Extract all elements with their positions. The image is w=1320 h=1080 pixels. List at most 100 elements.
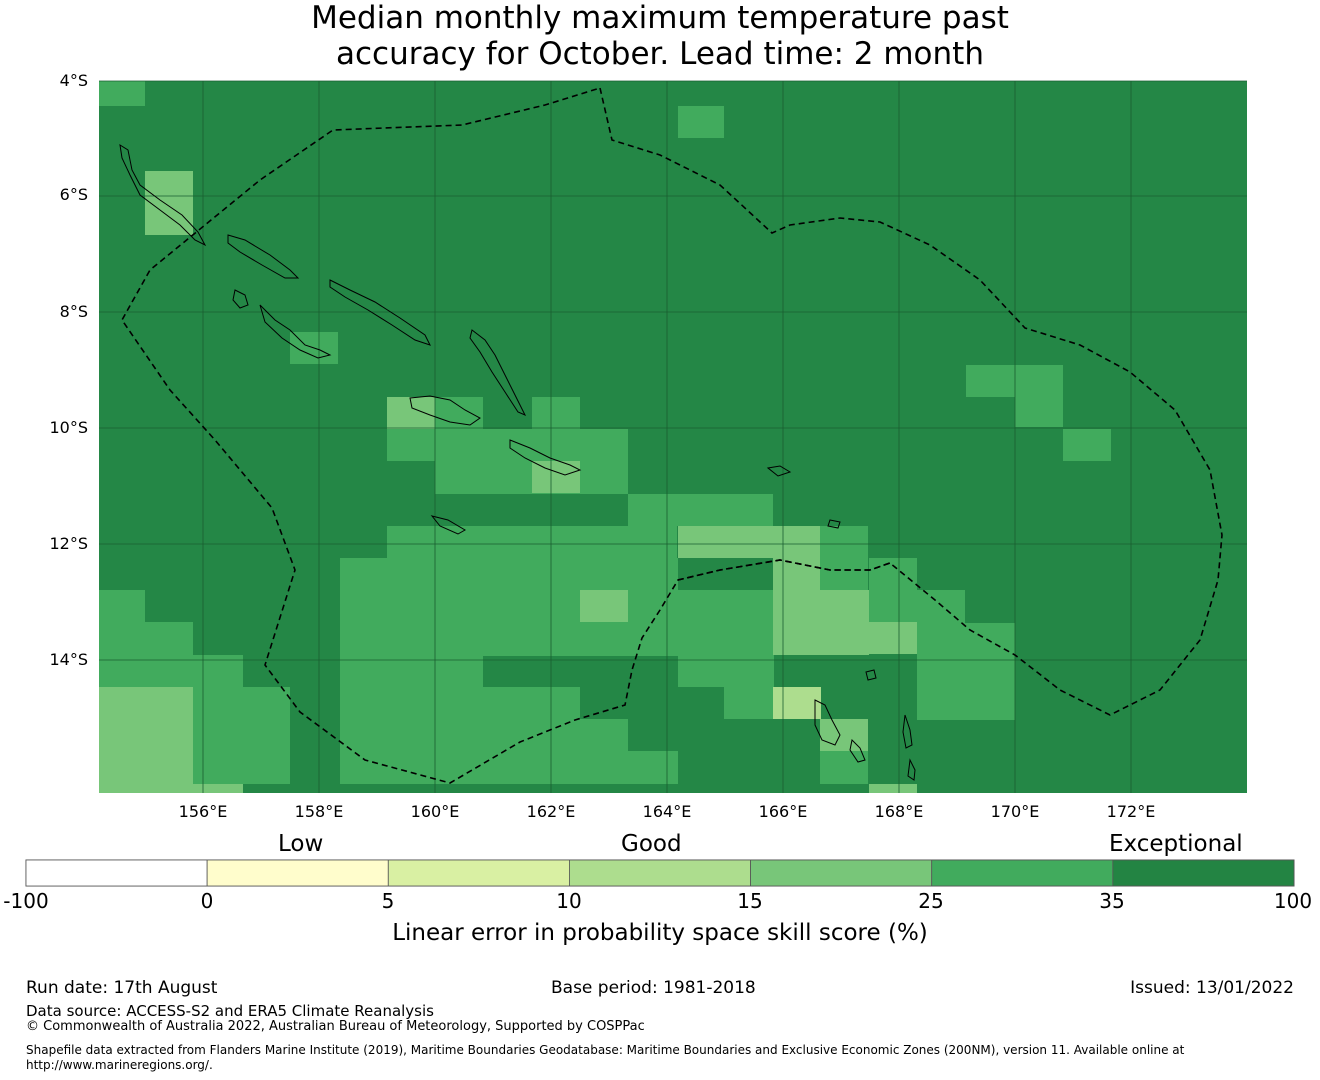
island-new-georgia [259, 304, 332, 359]
skill-cell [99, 784, 243, 793]
colorbar-segment [206, 859, 389, 887]
skill-cell [678, 590, 774, 687]
skill-cell [99, 81, 145, 106]
colorbar-tick: 15 [737, 889, 763, 913]
lat-label-4s: 4°S [59, 71, 88, 90]
skill-cell [724, 687, 773, 719]
run-date: Run date: 17th August [26, 978, 218, 998]
skill-cell [773, 687, 821, 719]
island-pentecost [902, 714, 913, 749]
skill-cell [917, 590, 965, 623]
colorbar-tick: -100 [3, 889, 49, 913]
skill-cell [628, 622, 678, 654]
skill-cell [580, 719, 628, 784]
skill-cell [532, 397, 580, 429]
colorbar-tick: 0 [200, 889, 214, 913]
lon-label-168e: 168°E [874, 802, 924, 821]
skill-cell [532, 461, 580, 493]
skill-cell [820, 719, 868, 751]
skill-cells [99, 81, 1111, 793]
colorbar-tick: 35 [1099, 889, 1125, 913]
colorbar-tick: 10 [556, 889, 582, 913]
island-guadalcanal [409, 395, 481, 426]
skill-cell [869, 784, 917, 793]
skill-cell [820, 751, 868, 784]
colorbar-label-low: Low [278, 831, 324, 857]
skill-cell [193, 784, 243, 793]
shapefile-credit-1: Shapefile data extracted from Flanders M… [26, 1043, 1185, 1057]
island-malakula [849, 738, 866, 763]
base-period: Base period: 1981-2018 [551, 978, 756, 998]
title-line-2: accuracy for October. Lead time: 2 month [336, 36, 984, 72]
island-bougainville [119, 143, 207, 247]
skill-cell [580, 590, 628, 622]
skill-cell [145, 622, 193, 687]
island-santa-cruz [766, 465, 792, 477]
colorbar-segments [25, 859, 1295, 887]
lon-label-162e: 162°E [526, 802, 576, 821]
skill-cell [387, 429, 435, 461]
island-choiseul [227, 234, 300, 279]
island-vella [232, 289, 249, 309]
graticule [99, 80, 1247, 793]
island-efate [907, 758, 916, 781]
islands [119, 143, 916, 781]
data-source: Data source: ACCESS-S2 and ERA5 Climate … [26, 1002, 434, 1020]
skill-cell [678, 526, 823, 558]
skill-cell [773, 590, 869, 655]
skill-cell [99, 590, 145, 687]
island-malaita [469, 329, 527, 416]
skill-cell [340, 656, 483, 784]
skill-cell [435, 397, 483, 429]
skill-cell [628, 751, 678, 784]
map-background [99, 81, 1247, 793]
colorbar-tick: 25 [918, 889, 944, 913]
island-torres [865, 669, 877, 681]
skill-cell [387, 526, 677, 558]
island-vanua-lava [827, 519, 841, 529]
eez-boundary-vanuatu [677, 559, 891, 581]
map-title: Median monthly maximum temperature past … [0, 0, 1320, 72]
skill-cell [678, 106, 724, 138]
lat-label-14s: 14°S [49, 650, 88, 669]
lon-label-164e: 164°E [642, 802, 692, 821]
island-santa-isabel [329, 279, 431, 346]
colorbar-tick: 100 [1273, 889, 1313, 913]
colorbar-label-exceptional: Exceptional [1109, 831, 1243, 857]
issued-date: Issued: 13/01/2022 [1130, 978, 1294, 998]
skill-cell [243, 687, 290, 719]
colorbar-segment [569, 859, 751, 887]
skill-cell [869, 558, 917, 623]
island-rennell [430, 515, 466, 535]
island-makira [509, 439, 582, 476]
colorbar-segment [931, 859, 1114, 887]
lat-label-8s: 8°S [59, 302, 88, 321]
copyright: © Commonwealth of Australia 2022, Austra… [26, 1019, 645, 1034]
colorbar-segment [25, 859, 208, 887]
colorbar-label-good: Good [621, 831, 682, 857]
island-espiritu-santo [814, 699, 841, 746]
skill-cell [1063, 429, 1111, 461]
lat-label-6s: 6°S [59, 185, 88, 204]
title-line-1: Median monthly maximum temperature past [311, 0, 1009, 36]
skill-cell [869, 622, 917, 654]
colorbar-segment [387, 859, 570, 887]
lon-label-172e: 172°E [1106, 802, 1156, 821]
colorbar-segment [750, 859, 933, 887]
lon-label-160e: 160°E [410, 802, 460, 821]
colorbar-axis-label: Linear error in probability space skill … [392, 920, 928, 946]
lat-label-12s: 12°S [49, 534, 88, 553]
skill-cell [1015, 365, 1063, 427]
lon-label-170e: 170°E [990, 802, 1040, 821]
lat-label-10s: 10°S [49, 418, 88, 437]
skill-cell [145, 171, 193, 235]
skill-cell [483, 687, 580, 784]
colorbar-segment [1112, 859, 1295, 887]
skill-cell [99, 687, 193, 784]
skill-cell [966, 365, 1016, 397]
skill-cell [917, 623, 1015, 720]
skill-cell [628, 494, 773, 526]
lon-label-156e: 156°E [178, 802, 228, 821]
lon-label-158e: 158°E [294, 802, 344, 821]
skill-cell [820, 526, 868, 590]
